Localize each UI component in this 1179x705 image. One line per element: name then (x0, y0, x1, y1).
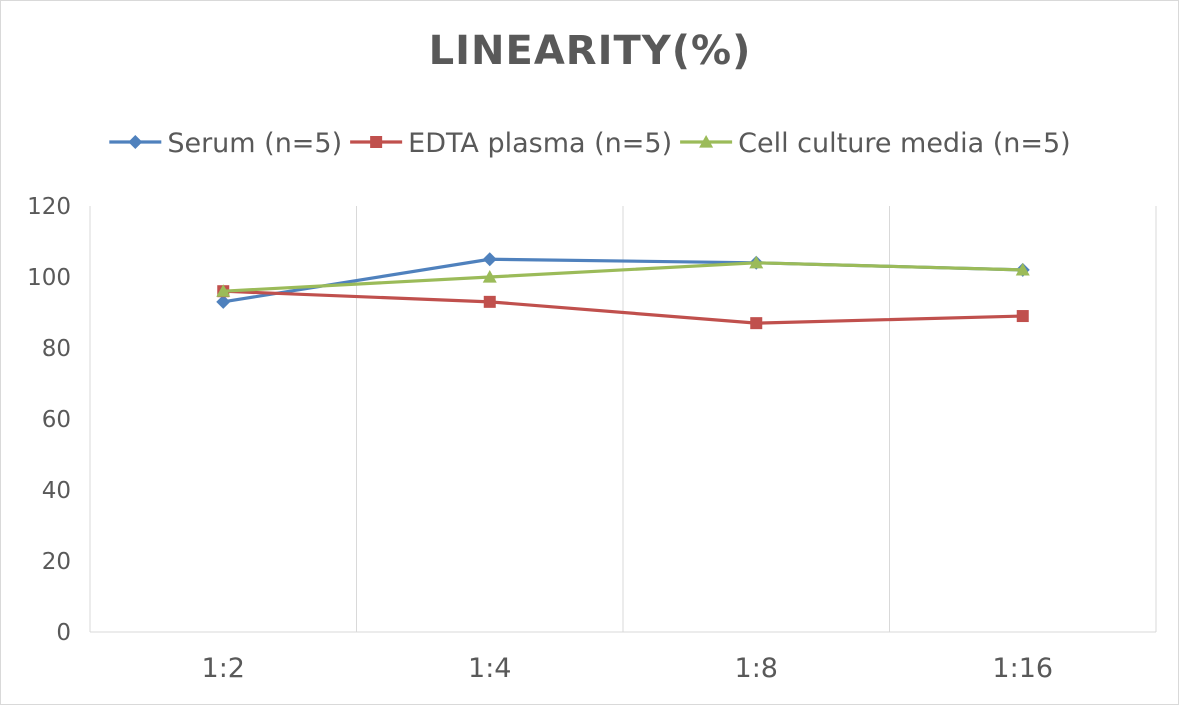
data-point (216, 284, 231, 297)
chart-title: LINEARITY(%) (429, 28, 752, 74)
y-tick-label: 80 (42, 336, 71, 362)
y-tick-label: 0 (56, 620, 71, 646)
series-3 (216, 255, 1030, 297)
legend-label: Cell culture media (n=5) (738, 128, 1071, 159)
y-tick-label: 100 (27, 265, 71, 291)
data-point (482, 252, 497, 267)
legend-marker (370, 136, 383, 148)
grid-lines (356, 206, 1157, 632)
x-tick-label: 1:2 (202, 653, 245, 684)
x-tick-label: 1:16 (992, 653, 1053, 684)
series-line (223, 289, 1023, 325)
data-point (1015, 262, 1030, 276)
data-point (483, 295, 496, 308)
data-point (750, 317, 763, 330)
x-tick-label: 1:8 (735, 653, 778, 684)
x-axis-ticks: 1:2 1:4 1:8 1:16 (202, 653, 1054, 684)
legend: Serum (n=5) EDTA plasma (n=5) Cell culture… (109, 128, 1071, 159)
legend-label: Serum (n=5) (167, 128, 342, 159)
series-group (216, 252, 1030, 330)
y-tick-label: 60 (42, 407, 71, 433)
data-point (749, 255, 764, 269)
data-point (482, 270, 497, 283)
y-tick-label: 40 (42, 478, 71, 504)
legend-marker (699, 135, 714, 148)
data-point (1016, 310, 1029, 323)
legend-marker (128, 135, 143, 149)
y-axis-ticks: 0 20 40 60 80 100 120 (27, 194, 71, 646)
data-point (216, 294, 231, 309)
series-line (223, 261, 1023, 293)
axes (89, 206, 1156, 633)
y-tick-label: 120 (27, 194, 71, 220)
y-tick-label: 20 (42, 549, 71, 575)
x-tick-label: 1:4 (468, 653, 511, 684)
legend-label: EDTA plasma (n=5) (408, 128, 672, 159)
